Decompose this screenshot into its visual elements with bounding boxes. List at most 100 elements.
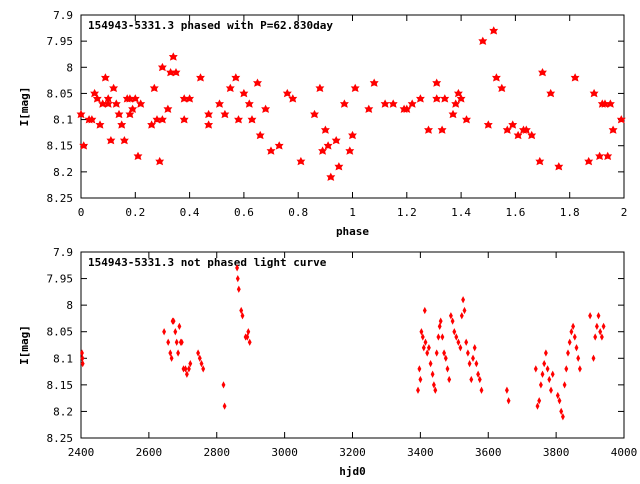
chart-1-point (177, 322, 182, 331)
chart-1-ylabel: I[mag] (18, 325, 31, 365)
chart-0-point (157, 115, 167, 124)
chart-0-point (92, 94, 102, 103)
chart-0-point (225, 83, 235, 92)
chart-1-point (426, 344, 431, 352)
chart-0-point (119, 136, 129, 145)
chart-1-point (572, 333, 577, 341)
chart-0-point (171, 68, 181, 77)
chart-0-point (334, 162, 344, 171)
chart-1-frame (80, 251, 625, 439)
chart-1-point (173, 328, 178, 336)
chart-1-point (577, 365, 582, 373)
chart-1-ytick-label: 8.05 (47, 326, 74, 339)
chart-0-point (348, 130, 357, 140)
chart-1-point (447, 375, 452, 384)
chart-1-point (456, 338, 461, 346)
chart-1-point (418, 375, 423, 384)
chart-1-point (588, 312, 593, 320)
chart-1-point (562, 381, 567, 389)
chart-0-point (133, 151, 143, 160)
chart-0-point (163, 104, 173, 113)
chart-1-point (448, 312, 453, 320)
chart-0-point (451, 99, 461, 108)
chart-1-point (550, 370, 555, 378)
chart-1-point (596, 312, 601, 320)
chart-0-point (130, 94, 140, 103)
chart-1-point (477, 375, 482, 384)
chart-0-ytick-label: 8.05 (47, 87, 74, 100)
chart-0-point (315, 83, 325, 92)
chart-0-point (326, 172, 336, 181)
chart-0-ytick-label: 8 (66, 61, 73, 74)
chart-0-point (491, 73, 501, 82)
chart-0-point (100, 73, 110, 82)
chart-1-point (196, 349, 201, 357)
chart-1-point (183, 365, 188, 373)
chart-1-point (176, 349, 181, 357)
chart-1-point (442, 349, 447, 357)
chart-1-point (416, 386, 420, 394)
chart-1-point (461, 296, 466, 304)
chart-1-point (538, 381, 543, 389)
chart-1-point (471, 354, 475, 362)
chart-1-point (437, 322, 442, 331)
chart-1-point (162, 328, 167, 336)
chart-1-point (438, 317, 443, 325)
chart-0-point (79, 141, 89, 150)
chart-0-point (554, 162, 564, 171)
chart-0-point (339, 99, 349, 108)
chart-1-ytick-label: 8.2 (53, 405, 73, 418)
chart-0-xlabel: phase (336, 225, 369, 238)
chart-0-ytick-label: 8.1 (53, 114, 73, 127)
chart-1-point (179, 338, 184, 346)
chart-1-point (474, 359, 479, 368)
chart-1-xtick-label: 2600 (136, 446, 163, 459)
chart-0-point (402, 104, 412, 113)
chart-1-point (537, 397, 542, 405)
chart-0-point (261, 104, 271, 113)
chart-0-point (255, 130, 265, 140)
unphased-light-curve-plot: 2400 2600 2800 3000 3200 3400 3600 3800 4000 7.9 7… (18, 246, 637, 478)
chart-1-point (467, 359, 472, 368)
chart-1-point (431, 381, 436, 389)
chart-0-point (483, 120, 493, 129)
chart-1-point (540, 370, 545, 378)
chart-0-point (179, 115, 189, 124)
chart-0-point (231, 73, 241, 82)
chart-0-point (407, 99, 417, 108)
chart-0-point (331, 136, 341, 145)
chart-0-point (266, 146, 276, 155)
chart-0-point (448, 109, 458, 119)
chart-1-point (504, 386, 509, 394)
chart-0-point (117, 120, 127, 129)
chart-0-ytick-label: 8.2 (53, 166, 73, 179)
chart-1-point (236, 285, 241, 293)
chart-0-xtick-label: 0 (78, 206, 85, 219)
chart-0-ylabel: I[mag] (18, 87, 31, 127)
chart-0-point (204, 109, 214, 119)
chart-1-point (168, 349, 173, 357)
chart-1-point (542, 359, 547, 368)
chart-0-point (95, 120, 105, 129)
chart-1-point (545, 365, 550, 373)
chart-0-xtick-label: 1.2 (397, 206, 417, 219)
chart-1-point (469, 375, 474, 384)
chart-0-point (369, 78, 379, 87)
chart-0-point (603, 151, 613, 160)
chart-1-point (564, 365, 569, 373)
chart-0-xtick-label: 1.6 (505, 206, 525, 219)
chart-0-point (388, 99, 398, 108)
phased-light-curve-plot: 0 0.2 0.4 0.6 0.8 1 1.2 1.4 1.6 1.8 2 7.9 7.95 8 8.05 8… (18, 9, 627, 238)
chart-1-point (560, 413, 565, 421)
chart-1-point (186, 365, 191, 373)
chart-1-point (465, 349, 470, 357)
chart-0-xtick-label: 0.2 (125, 206, 145, 219)
chart-0-frame (80, 14, 625, 199)
chart-1-point (576, 354, 581, 362)
chart-1-point (450, 317, 455, 325)
chart-0-point (128, 104, 138, 113)
chart-1-point (555, 391, 560, 400)
chart-1-point (458, 344, 463, 352)
chart-1-point (239, 306, 244, 315)
chart-0-point (103, 99, 113, 108)
